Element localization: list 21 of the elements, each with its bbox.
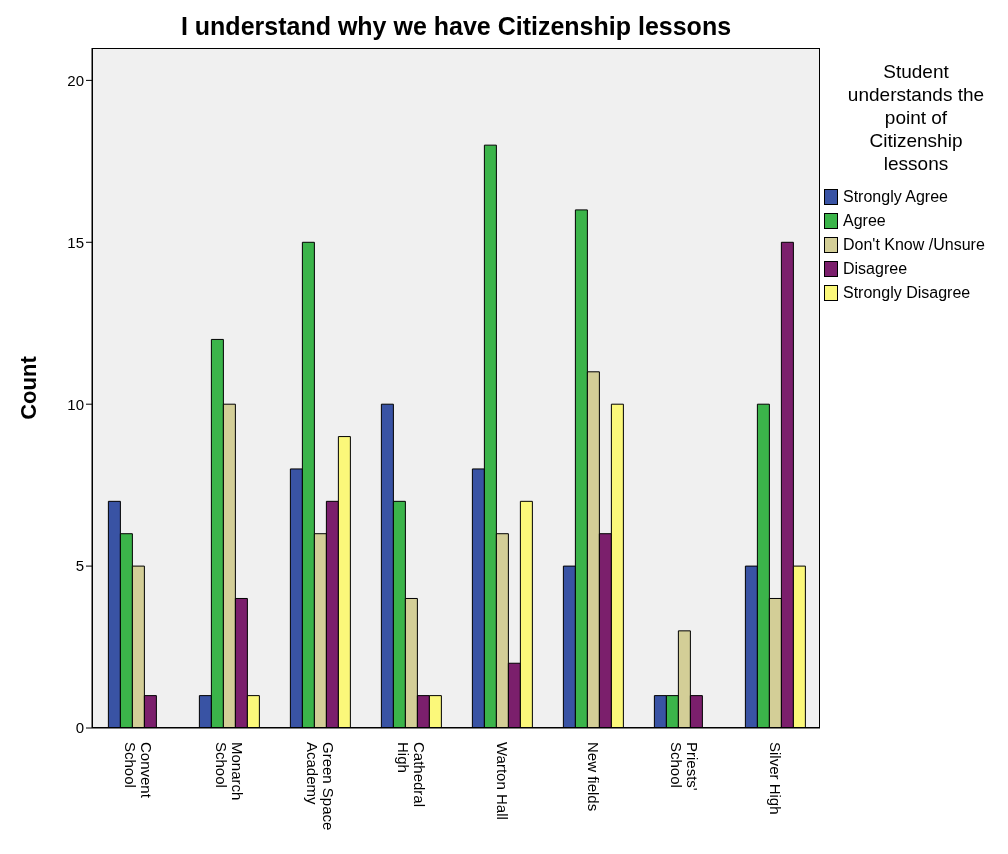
x-tick-label: New fields: [584, 742, 602, 812]
y-tick-label: 10: [67, 395, 84, 413]
x-tick-label: Silver High: [766, 742, 784, 815]
y-tick-label: 5: [75, 557, 84, 575]
y-tick-label: 15: [67, 233, 84, 251]
x-tick-label: Priests' School: [667, 742, 701, 791]
x-tick-label: Cathedral High: [394, 742, 428, 808]
y-tick-label: 0: [75, 719, 84, 737]
x-tick-label: Green Space Academy: [303, 742, 337, 831]
legend-label: Disagree: [842, 259, 909, 279]
legend-label: Strongly Disagree: [842, 283, 972, 303]
legend-title: Student understands the point of Citizenship lessons: [846, 60, 986, 175]
x-tick-label: Monarch School: [212, 742, 246, 801]
legend-label: Don't Know /Unsure: [842, 235, 986, 255]
x-tick-label: Warton Hall: [493, 742, 511, 820]
y-axis-title: Count: [15, 355, 41, 420]
legend-label: Agree: [842, 211, 887, 231]
y-tick-label: 20: [67, 71, 84, 89]
x-tick-label: Convent School: [121, 742, 155, 799]
chart-title: I understand why we have Citizenship lessons: [179, 12, 733, 41]
legend-label: Strongly Agree: [842, 187, 949, 207]
